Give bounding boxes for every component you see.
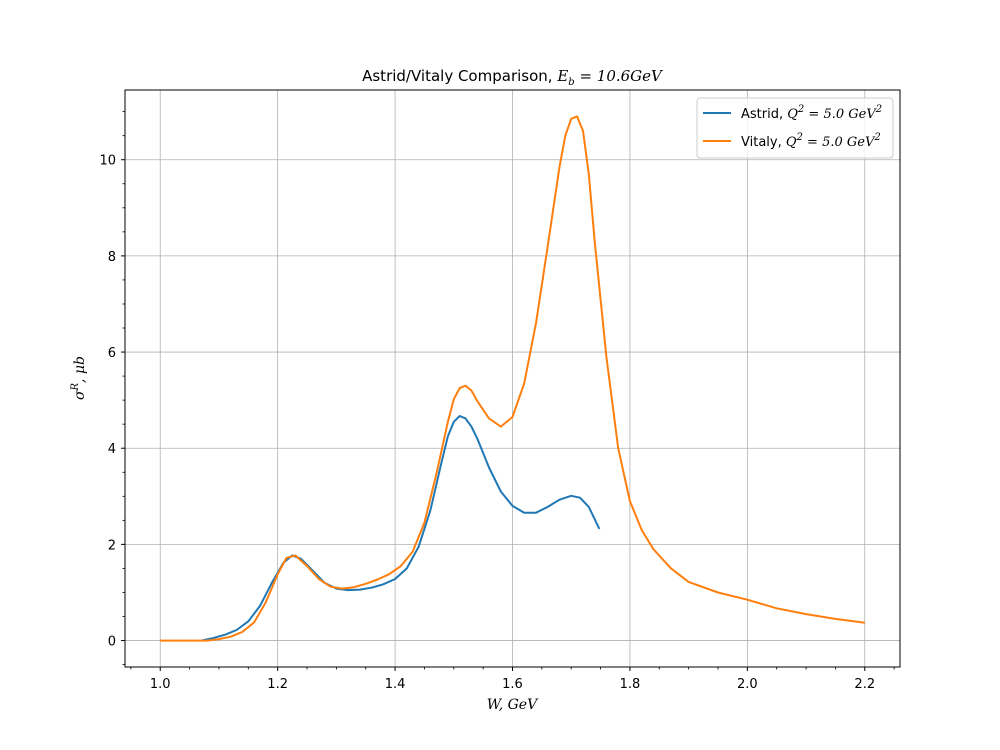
y-tick-label: 6	[108, 346, 116, 361]
x-tick-label: 1.8	[620, 677, 641, 692]
y-tick-label: 0	[108, 635, 116, 650]
x-tick-label: 1.2	[267, 677, 288, 692]
y-axis-title: σR​, μb	[70, 356, 88, 400]
series-line-2	[160, 115, 865, 642]
y-tick-label: 10	[99, 154, 116, 169]
grid	[125, 90, 900, 667]
y-tick-label: 8	[108, 250, 116, 265]
x-tick-label: 2.0	[737, 677, 758, 692]
series-line-1	[201, 415, 601, 642]
x-tick-label: 2.2	[854, 677, 875, 692]
x-tick-label: 1.0	[150, 677, 171, 692]
legend-box	[696, 97, 894, 159]
x-tick-label: 1.4	[385, 677, 406, 692]
legend-label-1: Astrid, Q2​ = 5.0 GeV2​	[741, 104, 882, 122]
y-tick-label: 2	[108, 538, 116, 553]
series-layer	[160, 115, 865, 642]
chart-title: Astrid/Vitaly Comparison, Eb​ = 10.6GeV	[362, 67, 664, 88]
legend: Astrid, Q2​ = 5.0 GeV2​ Vitaly, Q2​ = 5.0…	[696, 97, 894, 159]
legend-label-2: Vitaly, Q2​ = 5.0 GeV2​	[741, 132, 881, 150]
y-tick-label: 4	[108, 442, 116, 457]
x-axis-title: W, GeV	[487, 697, 539, 713]
ticks: 1.0 1.2 1.4 1.6 1.8 2.0 2.2 0 2 4 6 8 10	[99, 111, 895, 692]
x-tick-label: 1.6	[502, 677, 523, 692]
